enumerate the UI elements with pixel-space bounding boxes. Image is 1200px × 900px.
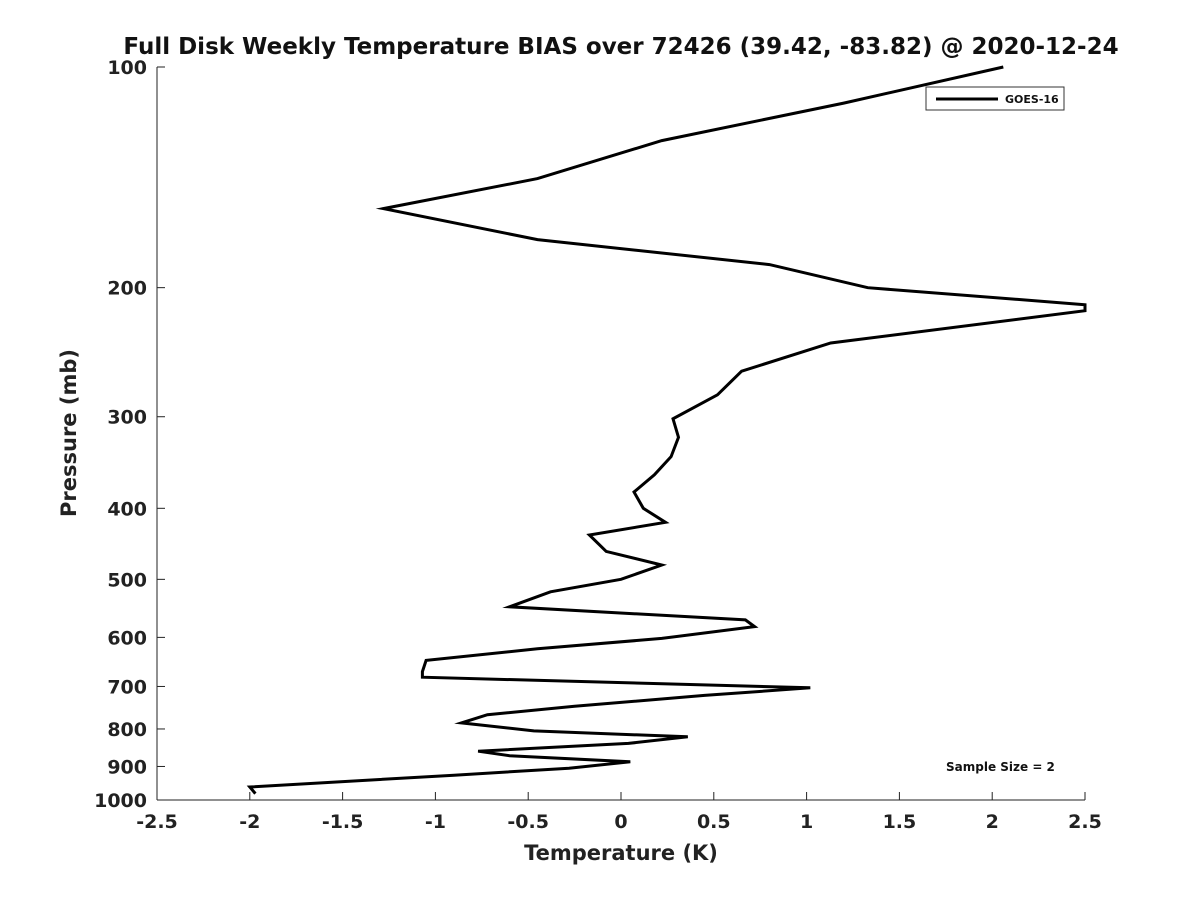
legend-label-goes-16: GOES-16: [1005, 93, 1059, 106]
x-tick-label: 1: [800, 811, 813, 833]
x-tick-label: -2.5: [136, 811, 178, 833]
x-tick-label: 0: [614, 811, 627, 833]
x-tick-label: 2: [986, 811, 999, 833]
plot-axes: [156, 67, 1085, 801]
y-tick-label: 400: [107, 498, 147, 520]
x-tick-label: -1: [425, 811, 446, 833]
x-axis-ticks: -2.5 -2 -1.5 -1 -0.5 0 0.5 1 1.5 2 2.5: [136, 792, 1102, 833]
y-tick-label: 1000: [94, 790, 147, 812]
x-tick-label: 2.5: [1068, 811, 1102, 833]
legend: GOES-16: [925, 86, 1065, 111]
x-tick-label: 0.5: [697, 811, 731, 833]
chart-title: Full Disk Weekly Temperature BIAS over 7…: [123, 34, 1118, 60]
x-tick-label: -0.5: [507, 811, 549, 833]
x-axis-label: Temperature (K): [524, 841, 718, 865]
y-tick-label: 500: [107, 569, 147, 591]
sample-size-annotation: Sample Size = 2: [946, 760, 1055, 774]
series-group: [246, 65, 1087, 795]
x-tick-label: 1.5: [883, 811, 917, 833]
y-tick-label: 200: [107, 278, 147, 300]
y-axis-ticks: 100 200 300 400 500 600 700 800 900 1000: [94, 57, 165, 812]
y-tick-label: 900: [107, 756, 147, 778]
series-line-goes-16: [246, 65, 1087, 795]
x-tick-label: -2: [239, 811, 260, 833]
y-axis-label: Pressure (mb): [57, 349, 81, 517]
y-tick-label: 300: [107, 407, 147, 429]
y-tick-label: 600: [107, 627, 147, 649]
x-tick-label: -1.5: [322, 811, 364, 833]
y-tick-label: 100: [107, 57, 147, 79]
y-tick-label: 700: [107, 676, 147, 698]
y-tick-label: 800: [107, 719, 147, 741]
